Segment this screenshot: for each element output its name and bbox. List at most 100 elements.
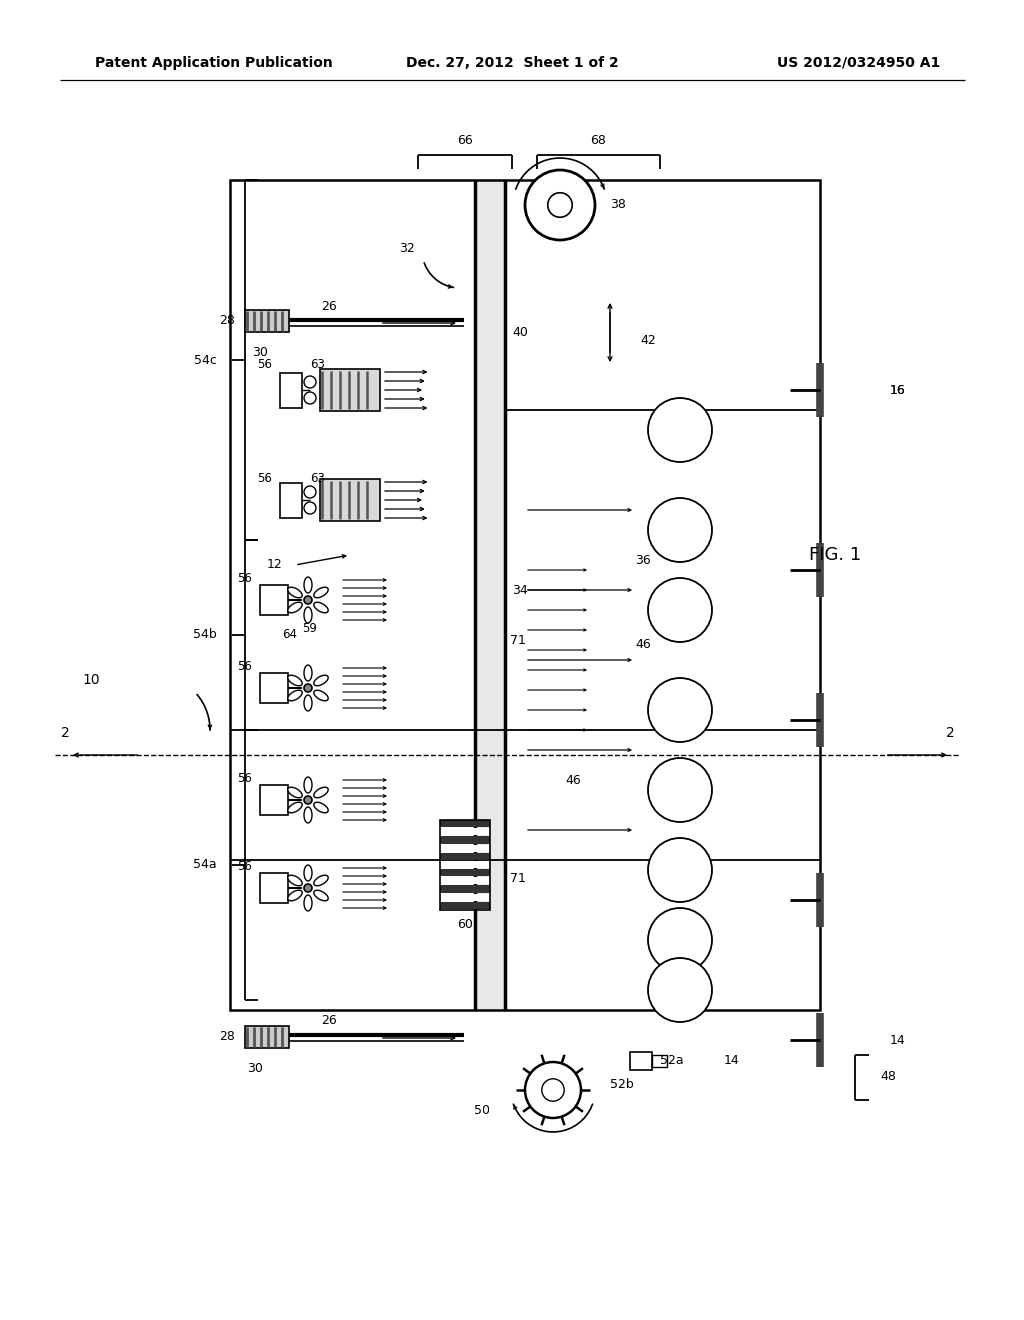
- Bar: [440, 894, 490, 900]
- Text: 2: 2: [945, 726, 954, 741]
- Text: 56: 56: [238, 859, 252, 873]
- Bar: [630, 1052, 652, 1071]
- Ellipse shape: [304, 607, 312, 623]
- Bar: [260, 785, 288, 814]
- Bar: [280, 483, 302, 517]
- Ellipse shape: [304, 665, 312, 681]
- Ellipse shape: [304, 696, 312, 711]
- Ellipse shape: [288, 690, 302, 701]
- Bar: [440, 869, 490, 876]
- Circle shape: [542, 1078, 564, 1101]
- Circle shape: [648, 758, 712, 822]
- Text: 12: 12: [266, 558, 282, 572]
- Ellipse shape: [288, 587, 302, 598]
- Text: 56: 56: [238, 771, 252, 784]
- Text: 28: 28: [219, 314, 234, 327]
- Text: 38: 38: [610, 198, 626, 211]
- Bar: [440, 902, 490, 909]
- Text: 26: 26: [322, 1015, 337, 1027]
- Circle shape: [304, 502, 316, 513]
- Text: 10: 10: [82, 673, 100, 686]
- Ellipse shape: [313, 587, 329, 598]
- Ellipse shape: [288, 602, 302, 612]
- Text: 48: 48: [880, 1071, 896, 1084]
- Text: 54c: 54c: [195, 354, 217, 367]
- Circle shape: [304, 486, 316, 498]
- Text: 64: 64: [282, 628, 297, 642]
- Ellipse shape: [288, 803, 302, 813]
- Bar: [319, 479, 380, 521]
- Circle shape: [648, 838, 712, 902]
- Ellipse shape: [288, 676, 302, 686]
- Text: FIG. 1: FIG. 1: [809, 546, 861, 564]
- Circle shape: [525, 170, 595, 240]
- Bar: [230, 180, 820, 1010]
- Ellipse shape: [304, 895, 312, 911]
- Text: 50: 50: [474, 1104, 490, 1117]
- Text: 63: 63: [310, 359, 325, 371]
- Ellipse shape: [288, 787, 302, 797]
- Text: 16: 16: [890, 384, 906, 396]
- Text: 71: 71: [510, 871, 526, 884]
- Circle shape: [648, 498, 712, 562]
- Text: Dec. 27, 2012  Sheet 1 of 2: Dec. 27, 2012 Sheet 1 of 2: [406, 55, 618, 70]
- Bar: [440, 828, 490, 836]
- Text: 59: 59: [302, 622, 316, 635]
- Ellipse shape: [288, 890, 302, 900]
- Circle shape: [525, 1063, 581, 1118]
- Circle shape: [304, 684, 312, 692]
- Ellipse shape: [313, 787, 329, 797]
- Text: 54a: 54a: [194, 858, 217, 871]
- Ellipse shape: [288, 875, 302, 886]
- Text: 34: 34: [512, 583, 527, 597]
- Text: 54b: 54b: [194, 628, 217, 642]
- Text: 16: 16: [890, 384, 906, 396]
- Text: 56: 56: [238, 660, 252, 672]
- Circle shape: [304, 392, 316, 404]
- Text: 56: 56: [238, 572, 252, 585]
- Circle shape: [648, 399, 712, 462]
- Text: 60: 60: [457, 917, 473, 931]
- Text: 52a: 52a: [660, 1053, 684, 1067]
- Bar: [319, 370, 380, 411]
- Bar: [260, 585, 288, 615]
- Bar: [475, 180, 505, 1010]
- Text: 30: 30: [247, 1061, 263, 1074]
- Text: 30: 30: [252, 346, 268, 359]
- Ellipse shape: [304, 577, 312, 593]
- Text: 42: 42: [640, 334, 655, 346]
- Circle shape: [548, 193, 572, 218]
- Ellipse shape: [313, 803, 329, 813]
- Text: 66: 66: [457, 135, 473, 148]
- Circle shape: [648, 958, 712, 1022]
- Text: 68: 68: [591, 135, 606, 148]
- Text: 36: 36: [635, 553, 650, 566]
- Text: 46: 46: [565, 774, 581, 787]
- Bar: [280, 374, 302, 408]
- Text: 71: 71: [510, 634, 526, 647]
- Bar: [440, 886, 490, 892]
- Text: 26: 26: [322, 300, 337, 313]
- Circle shape: [304, 884, 312, 892]
- Circle shape: [304, 597, 312, 605]
- Bar: [440, 878, 490, 884]
- Ellipse shape: [304, 777, 312, 793]
- Bar: [440, 820, 490, 909]
- Ellipse shape: [304, 807, 312, 822]
- Bar: [440, 853, 490, 859]
- Text: US 2012/0324950 A1: US 2012/0324950 A1: [777, 55, 940, 70]
- Bar: [440, 837, 490, 843]
- Ellipse shape: [313, 875, 329, 886]
- Bar: [440, 845, 490, 851]
- Circle shape: [304, 796, 312, 804]
- Bar: [652, 1055, 667, 1067]
- Text: 52b: 52b: [610, 1078, 634, 1092]
- Text: Patent Application Publication: Patent Application Publication: [95, 55, 333, 70]
- Text: 63: 63: [310, 471, 325, 484]
- Text: 14: 14: [724, 1053, 739, 1067]
- Ellipse shape: [304, 865, 312, 880]
- Bar: [440, 861, 490, 869]
- Text: 14: 14: [890, 1034, 906, 1047]
- Ellipse shape: [313, 890, 329, 900]
- Ellipse shape: [313, 602, 329, 612]
